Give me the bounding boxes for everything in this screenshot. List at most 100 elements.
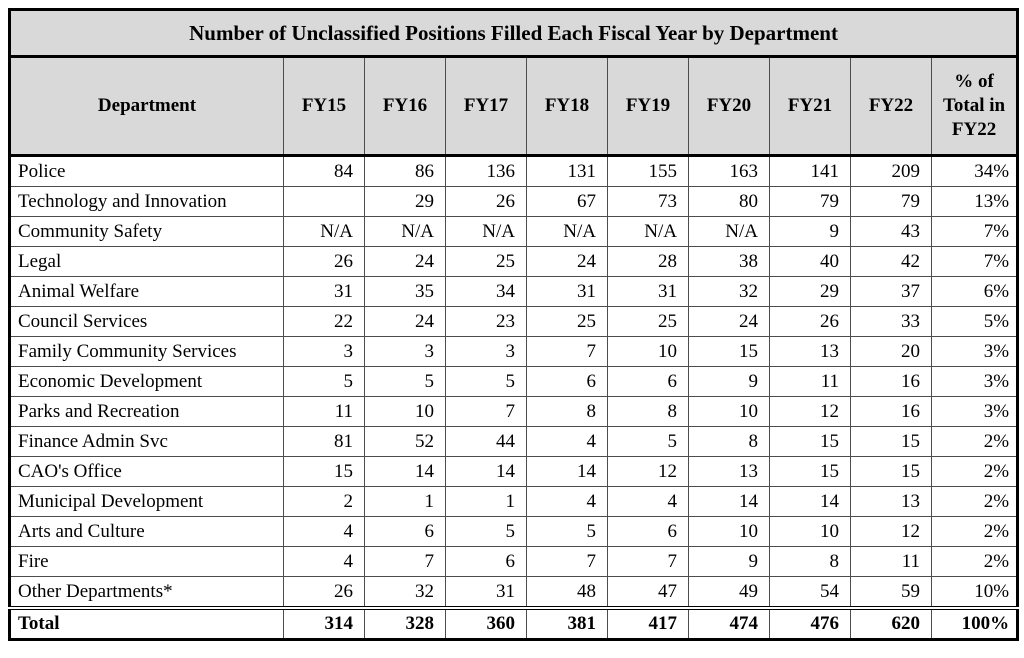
value-cell-fy20: 10 — [688, 516, 770, 547]
value-cell-fy22: 20 — [850, 336, 932, 367]
value-cell-fy19: 8 — [607, 396, 689, 427]
pct-of-total-cell: 7% — [930, 246, 1019, 277]
value-cell-fy19: 4 — [607, 486, 689, 517]
value-cell-fy22: 59 — [850, 576, 932, 609]
value-cell-fy15: 26 — [283, 246, 365, 277]
total-pct-cell: 100% — [930, 606, 1019, 640]
pct-of-total-cell: 6% — [930, 276, 1019, 307]
pct-of-total-cell: 2% — [930, 426, 1019, 457]
value-cell-fy18: 4 — [526, 426, 608, 457]
value-cell-fy17: 1 — [445, 486, 527, 517]
value-cell-fy17: 25 — [445, 246, 527, 277]
value-cell-fy22: 11 — [850, 546, 932, 577]
value-cell-fy16: 29 — [364, 186, 446, 217]
total-label-cell: Total — [9, 606, 284, 640]
value-cell-fy22: 37 — [850, 276, 932, 307]
value-cell-fy17: 7 — [445, 396, 527, 427]
value-cell-fy19: 25 — [607, 306, 689, 337]
table-row: Legal 26 24 25 24 28 38 40 42 7% — [9, 246, 1019, 277]
value-cell-fy17: 5 — [445, 516, 527, 547]
value-cell-fy21: 79 — [769, 186, 851, 217]
value-cell-fy22: 13 — [850, 486, 932, 517]
table-row: Family Community Services 3 3 3 7 10 15 13 20 3% — [9, 336, 1019, 367]
table-row: Council Services 22 24 23 25 25 24 26 33 5% — [9, 306, 1019, 337]
value-cell-fy18: 48 — [526, 576, 608, 609]
value-cell-fy17: 23 — [445, 306, 527, 337]
total-value-cell-fy17: 360 — [445, 606, 527, 640]
department-cell: Technology and Innovation — [9, 186, 284, 217]
value-cell-fy17: 3 — [445, 336, 527, 367]
value-cell-fy21: 15 — [769, 456, 851, 487]
value-cell-fy18: 5 — [526, 516, 608, 547]
value-cell-fy20: 9 — [688, 366, 770, 397]
total-value-cell-fy21: 476 — [769, 606, 851, 640]
value-cell-fy17: N/A — [445, 216, 527, 247]
column-header-fy20: FY20 — [688, 56, 770, 157]
value-cell-fy16: 14 — [364, 456, 446, 487]
value-cell-fy22: 209 — [850, 155, 932, 187]
value-cell-fy18: 6 — [526, 366, 608, 397]
total-value-cell-fy16: 328 — [364, 606, 446, 640]
pct-of-total-cell: 10% — [930, 576, 1019, 609]
table-row: Finance Admin Svc 81 52 44 4 5 8 15 15 2% — [9, 426, 1019, 457]
value-cell-fy21: 26 — [769, 306, 851, 337]
value-cell-fy19: 5 — [607, 426, 689, 457]
value-cell-fy16: 1 — [364, 486, 446, 517]
table-row: Community Safety N/A N/A N/A N/A N/A N/A 9 43 7% — [9, 216, 1019, 247]
department-cell: Other Departments* — [9, 576, 284, 609]
value-cell-fy22: 33 — [850, 306, 932, 337]
value-cell-fy17: 26 — [445, 186, 527, 217]
table-row: Fire 4 7 6 7 7 9 8 11 2% — [9, 546, 1019, 577]
value-cell-fy19: 7 — [607, 546, 689, 577]
value-cell-fy19: 31 — [607, 276, 689, 307]
value-cell-fy20: 163 — [688, 155, 770, 187]
value-cell-fy17: 14 — [445, 456, 527, 487]
table-row: Technology and Innovation 29 26 67 73 80 79 79 1… — [9, 186, 1019, 217]
value-cell-fy19: N/A — [607, 216, 689, 247]
pct-of-total-cell: 13% — [930, 186, 1019, 217]
value-cell-fy15: 15 — [283, 456, 365, 487]
value-cell-fy16: 10 — [364, 396, 446, 427]
value-cell-fy20: 9 — [688, 546, 770, 577]
value-cell-fy19: 47 — [607, 576, 689, 609]
value-cell-fy18: 67 — [526, 186, 608, 217]
table-row: Animal Welfare 31 35 34 31 31 32 29 37 6% — [9, 276, 1019, 307]
pct-of-total-cell: 34% — [930, 155, 1019, 187]
department-cell: Arts and Culture — [9, 516, 284, 547]
value-cell-fy20: 32 — [688, 276, 770, 307]
value-cell-fy15: 22 — [283, 306, 365, 337]
department-cell: Municipal Development — [9, 486, 284, 517]
value-cell-fy21: 8 — [769, 546, 851, 577]
value-cell-fy16: N/A — [364, 216, 446, 247]
value-cell-fy16: 86 — [364, 155, 446, 187]
value-cell-fy15: N/A — [283, 216, 365, 247]
value-cell-fy15: 84 — [283, 155, 365, 187]
value-cell-fy15: 3 — [283, 336, 365, 367]
column-header-fy21: FY21 — [769, 56, 851, 157]
pct-of-total-cell: 2% — [930, 516, 1019, 547]
total-value-cell-fy19: 417 — [607, 606, 689, 640]
value-cell-fy19: 10 — [607, 336, 689, 367]
value-cell-fy18: 8 — [526, 396, 608, 427]
value-cell-fy15: 5 — [283, 366, 365, 397]
value-cell-fy16: 6 — [364, 516, 446, 547]
department-cell: Fire — [9, 546, 284, 577]
department-cell: Finance Admin Svc — [9, 426, 284, 457]
unclassified-positions-table: Number of Unclassified Positions Filled … — [8, 8, 1020, 641]
value-cell-fy22: 42 — [850, 246, 932, 277]
department-cell: Police — [9, 155, 284, 187]
value-cell-fy15 — [283, 186, 365, 217]
value-cell-fy21: 29 — [769, 276, 851, 307]
value-cell-fy20: 49 — [688, 576, 770, 609]
value-cell-fy21: 15 — [769, 426, 851, 457]
table-title-row: Number of Unclassified Positions Filled … — [8, 9, 1019, 58]
value-cell-fy18: 7 — [526, 546, 608, 577]
value-cell-fy18: N/A — [526, 216, 608, 247]
pct-of-total-cell: 3% — [930, 336, 1019, 367]
value-cell-fy16: 52 — [364, 426, 446, 457]
value-cell-fy16: 35 — [364, 276, 446, 307]
pct-of-total-cell: 2% — [930, 486, 1019, 517]
table-row: CAO's Office 15 14 14 14 12 13 15 15 2% — [9, 456, 1019, 487]
column-header-fy16: FY16 — [364, 56, 446, 157]
